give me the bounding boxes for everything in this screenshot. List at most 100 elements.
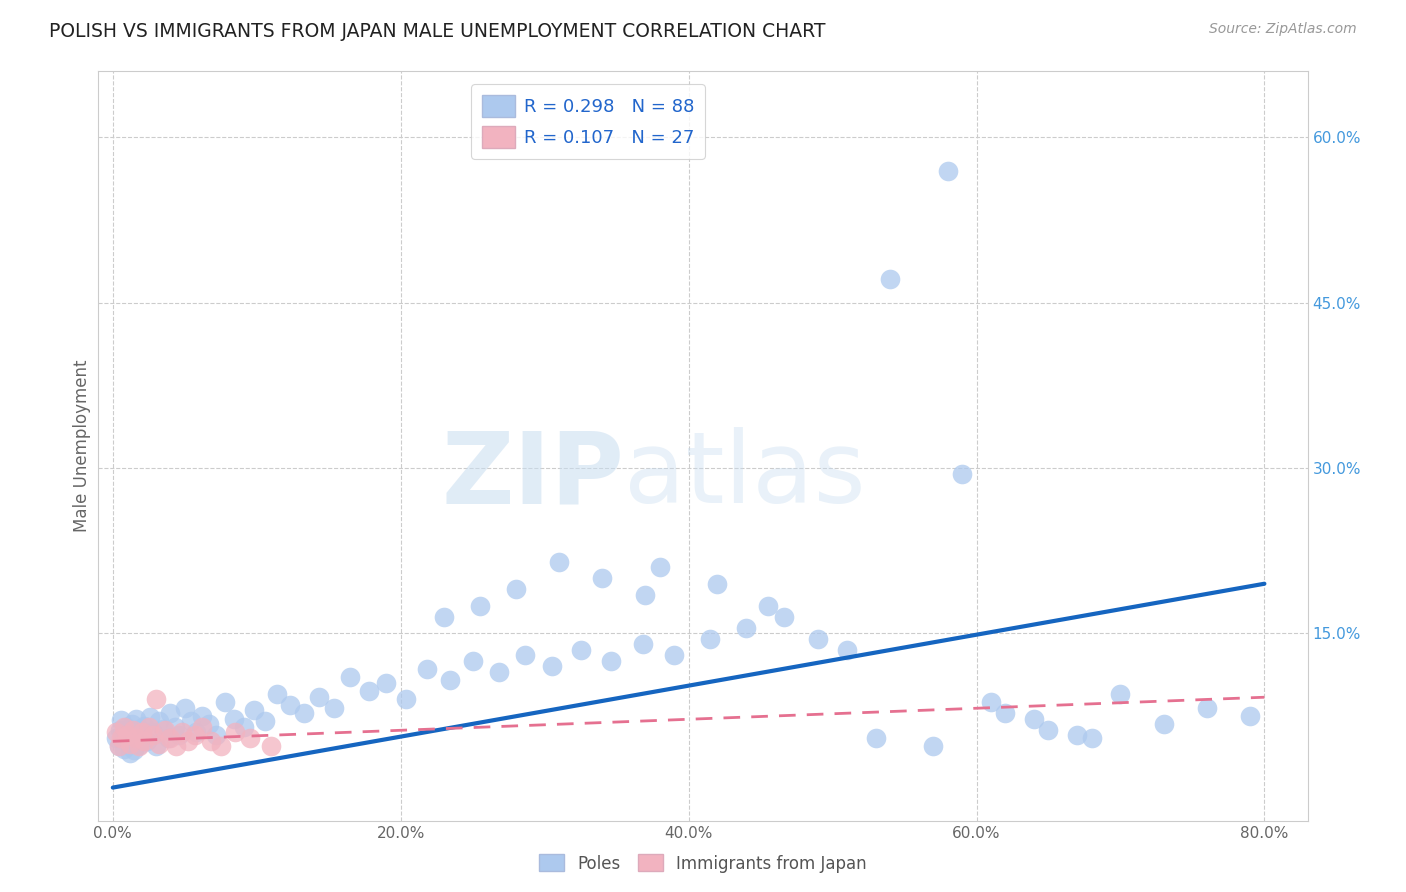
Point xyxy=(167,728,190,742)
Point xyxy=(191,709,214,723)
Point xyxy=(664,648,686,663)
Point xyxy=(648,560,671,574)
Point xyxy=(433,609,456,624)
Point xyxy=(131,729,153,743)
Point xyxy=(184,728,207,742)
Point xyxy=(112,742,135,756)
Point xyxy=(136,734,159,748)
Point xyxy=(980,695,1002,709)
Point xyxy=(308,690,330,705)
Text: Source: ZipAtlas.com: Source: ZipAtlas.com xyxy=(1209,22,1357,37)
Point xyxy=(125,731,148,745)
Point xyxy=(104,731,127,745)
Point xyxy=(439,673,461,687)
Point xyxy=(153,723,176,738)
Point xyxy=(107,739,129,753)
Point xyxy=(122,723,145,738)
Point xyxy=(142,728,165,742)
Point xyxy=(339,670,361,684)
Point xyxy=(121,716,143,731)
Point xyxy=(120,737,142,751)
Point xyxy=(176,734,198,748)
Point xyxy=(118,725,141,739)
Point xyxy=(173,701,195,715)
Point xyxy=(1022,712,1045,726)
Point xyxy=(879,271,901,285)
Point xyxy=(540,659,562,673)
Point xyxy=(222,712,245,726)
Point xyxy=(634,588,657,602)
Y-axis label: Male Unemployment: Male Unemployment xyxy=(73,359,91,533)
Point xyxy=(936,163,959,178)
Point xyxy=(205,728,228,742)
Text: POLISH VS IMMIGRANTS FROM JAPAN MALE UNEMPLOYMENT CORRELATION CHART: POLISH VS IMMIGRANTS FROM JAPAN MALE UNE… xyxy=(49,22,825,41)
Point xyxy=(1153,716,1175,731)
Point xyxy=(599,654,621,668)
Point xyxy=(148,737,170,751)
Point xyxy=(461,654,484,668)
Point xyxy=(548,555,571,569)
Point xyxy=(209,739,232,753)
Point xyxy=(104,725,127,739)
Point xyxy=(163,720,186,734)
Point xyxy=(124,743,146,757)
Point xyxy=(239,731,262,745)
Point xyxy=(111,728,134,742)
Point xyxy=(488,665,510,679)
Point xyxy=(110,731,132,745)
Point xyxy=(214,695,236,709)
Point xyxy=(115,728,138,742)
Point xyxy=(125,712,148,726)
Point xyxy=(200,734,222,748)
Point xyxy=(152,722,174,736)
Point xyxy=(112,720,135,734)
Point xyxy=(159,731,181,745)
Point xyxy=(513,648,536,663)
Point xyxy=(127,728,149,742)
Point xyxy=(772,609,794,624)
Point xyxy=(735,621,758,635)
Point xyxy=(631,637,654,651)
Point xyxy=(107,739,129,753)
Point xyxy=(243,703,266,717)
Point xyxy=(699,632,721,646)
Point xyxy=(120,747,142,761)
Point xyxy=(1239,709,1261,723)
Point xyxy=(198,716,221,731)
Point xyxy=(139,710,162,724)
Point xyxy=(375,676,398,690)
Point xyxy=(128,738,150,752)
Point xyxy=(191,720,214,734)
Point xyxy=(1195,701,1218,715)
Point xyxy=(156,731,179,745)
Point xyxy=(145,739,167,753)
Point xyxy=(278,698,301,712)
Point xyxy=(122,731,145,745)
Legend: R = 0.298   N = 88, R = 0.107   N = 27: R = 0.298 N = 88, R = 0.107 N = 27 xyxy=(471,84,704,159)
Point xyxy=(865,731,887,745)
Point xyxy=(114,720,136,734)
Point xyxy=(756,599,779,613)
Point xyxy=(950,467,973,481)
Point xyxy=(835,643,858,657)
Point xyxy=(323,701,346,715)
Point xyxy=(292,706,315,720)
Point xyxy=(110,714,132,728)
Legend: Poles, Immigrants from Japan: Poles, Immigrants from Japan xyxy=(533,847,873,880)
Point xyxy=(254,714,277,729)
Point xyxy=(1066,728,1088,742)
Point xyxy=(142,725,165,739)
Point xyxy=(1109,687,1132,701)
Point xyxy=(266,687,288,701)
Text: atlas: atlas xyxy=(624,427,866,524)
Point xyxy=(145,692,167,706)
Point xyxy=(706,576,728,591)
Point xyxy=(1038,723,1060,738)
Point xyxy=(468,599,491,613)
Point xyxy=(232,720,254,734)
Point xyxy=(138,720,160,734)
Point xyxy=(994,706,1017,720)
Point xyxy=(1080,731,1102,745)
Point xyxy=(180,714,202,729)
Point xyxy=(170,725,193,739)
